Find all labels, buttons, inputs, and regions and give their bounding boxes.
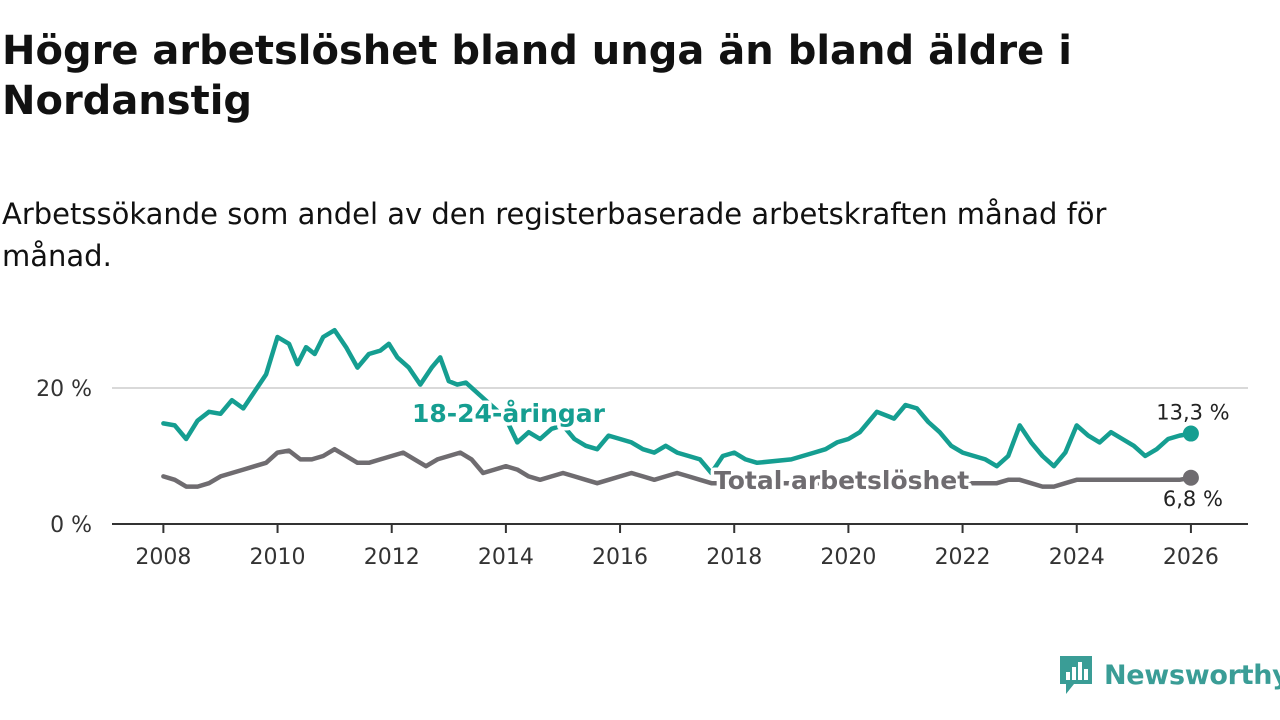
series-line-young — [161, 327, 1194, 476]
axis-layer: 0 % 20 % 2008 2010 2012 2014 2016 2018 2020 2022 2… — [36, 377, 1248, 570]
x-tick-label: 2024 — [1049, 545, 1105, 570]
x-tick-label: 2010 — [250, 545, 306, 570]
label-layer: 13,3 %6,8 %18-24-åringar18-24-åringarTot… — [409, 396, 1230, 511]
brand-name: Newsworthy — [1104, 659, 1280, 691]
end-value-label-young: 13,3 % — [1156, 401, 1229, 425]
x-tick-label: 2012 — [364, 545, 420, 570]
y-tick-label: 20 % — [36, 377, 92, 402]
chart-title: Högre arbetslöshet bland unga än bland ä… — [2, 28, 1072, 124]
series-label-young: 18-24-åringar — [412, 399, 606, 428]
series-label-total: Total arbetslöshet — [714, 466, 969, 495]
x-tick-label: 2026 — [1163, 545, 1219, 570]
series-line-total — [161, 446, 1194, 489]
x-tick-label: 2020 — [820, 545, 876, 570]
series-label-total-halo: Total arbetslöshet — [714, 466, 969, 495]
series-layer — [161, 327, 1199, 489]
chart-subtitle: Arbetssökande som andel av den registerb… — [2, 197, 1107, 273]
newsworthy-brand: Newsworthy — [1058, 654, 1280, 696]
x-tick-label: 2014 — [478, 545, 534, 570]
series-end-marker — [1182, 425, 1199, 442]
x-tick-label: 2008 — [135, 545, 191, 570]
series-end-marker — [1182, 469, 1199, 486]
x-tick-label: 2018 — [706, 545, 762, 570]
x-tick-label: 2022 — [935, 545, 991, 570]
end-value-label-total: 6,8 % — [1163, 487, 1223, 511]
x-tick-label: 2016 — [592, 545, 648, 570]
newsworthy-logo-icon — [1060, 656, 1092, 694]
y-tick-label: 0 % — [50, 513, 92, 538]
series-label-young-halo: 18-24-åringar — [412, 399, 606, 428]
